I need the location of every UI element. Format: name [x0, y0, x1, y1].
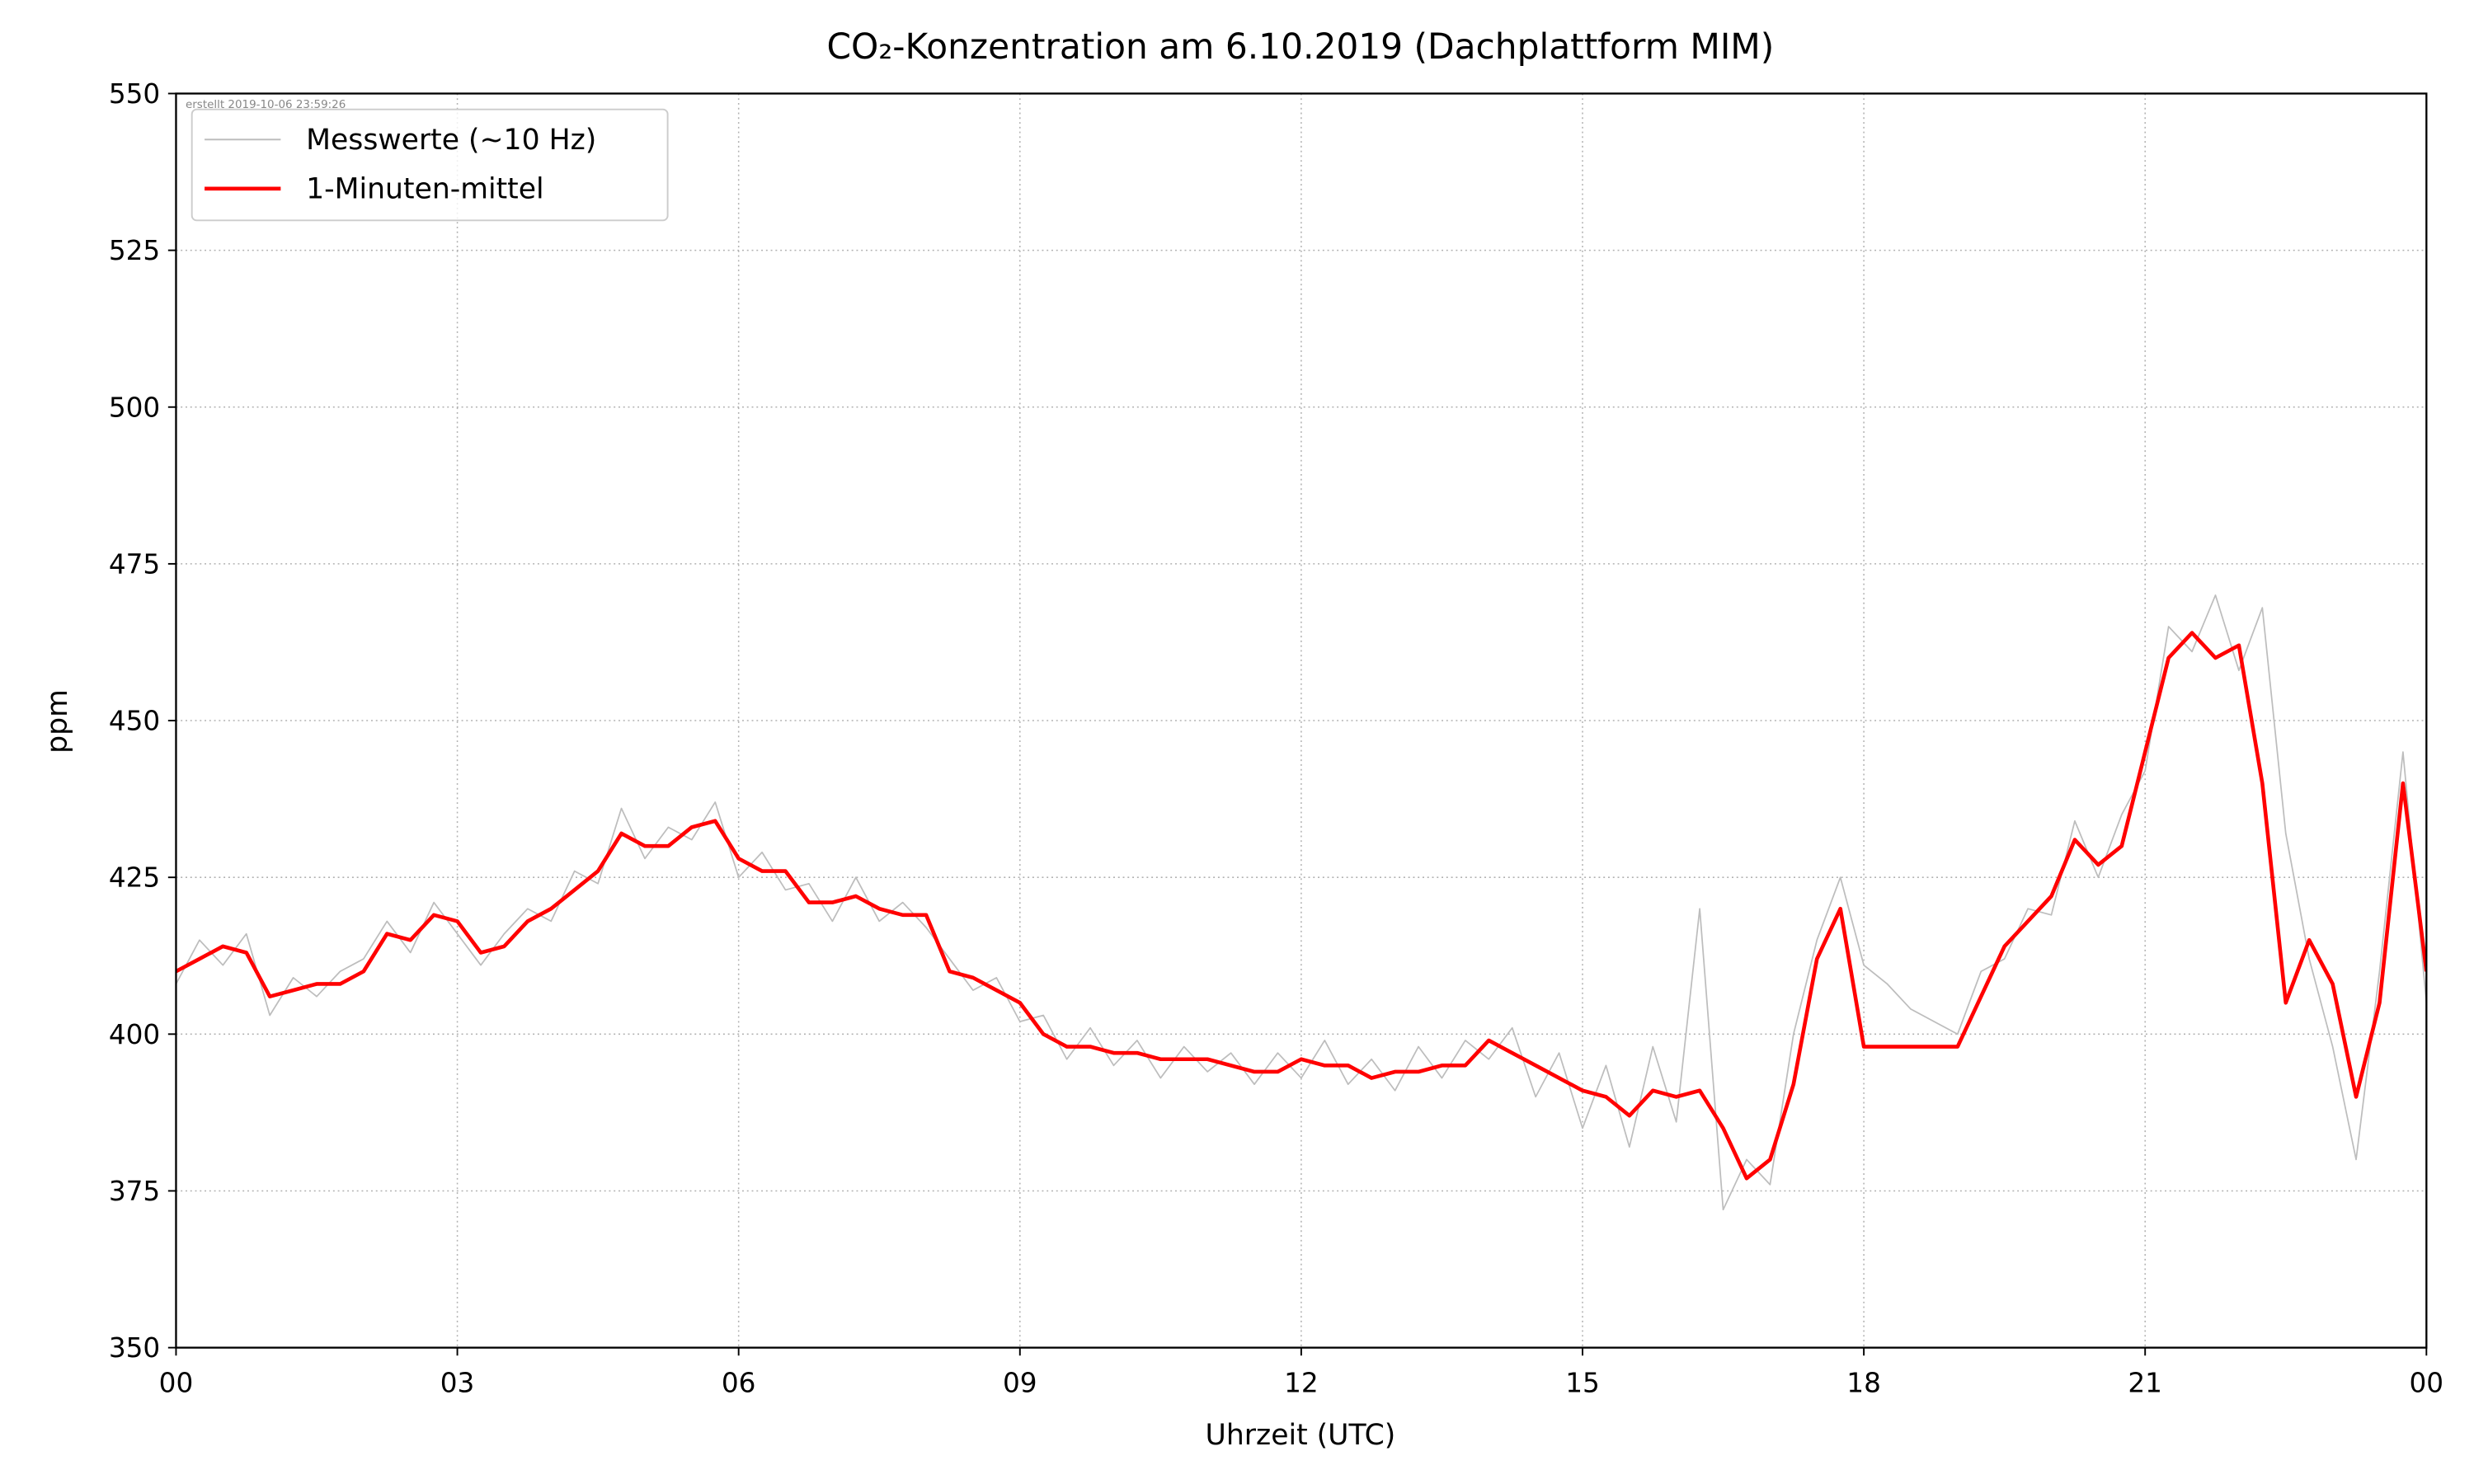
- annotation: erstellt 2019-10-06 23:59:26: [186, 99, 346, 111]
- series-line: [176, 594, 2427, 1211]
- legend-label: 1-Minuten-mittel: [306, 172, 544, 205]
- legend-box: [190, 108, 669, 222]
- x-tick-label: 21: [2128, 1367, 2162, 1398]
- y-axis-label: ppm: [41, 689, 74, 754]
- y-tick-label: 475: [109, 548, 160, 580]
- x-axis-label: Uhrzeit (UTC): [1206, 1419, 1396, 1452]
- chart-title: CO₂-Konzentration am 6.10.2019 (Dachplat…: [827, 26, 1775, 67]
- y-tick-label: 550: [109, 78, 160, 110]
- x-tick-label: 06: [722, 1367, 756, 1398]
- y-tick-label: 450: [109, 706, 160, 737]
- y-tick-label: 500: [109, 392, 160, 423]
- x-tick-label: 18: [1846, 1367, 1881, 1398]
- y-tick-label: 425: [109, 862, 160, 894]
- x-tick-label: 00: [2410, 1367, 2444, 1398]
- plot-frame: [175, 92, 2428, 1349]
- x-tick-label: 12: [1284, 1367, 1319, 1398]
- y-tick-label: 400: [109, 1019, 160, 1050]
- x-tick-label: 09: [1003, 1367, 1037, 1398]
- legend-label: Messwerte (~10 Hz): [306, 124, 596, 157]
- y-tick-label: 525: [109, 235, 160, 266]
- x-tick-label: 00: [159, 1367, 194, 1398]
- y-tick-label: 375: [109, 1176, 160, 1207]
- series-line: [176, 631, 2427, 1181]
- x-tick-label: 15: [1565, 1367, 1600, 1398]
- y-tick-label: 350: [109, 1332, 160, 1364]
- x-tick-label: 03: [440, 1367, 475, 1398]
